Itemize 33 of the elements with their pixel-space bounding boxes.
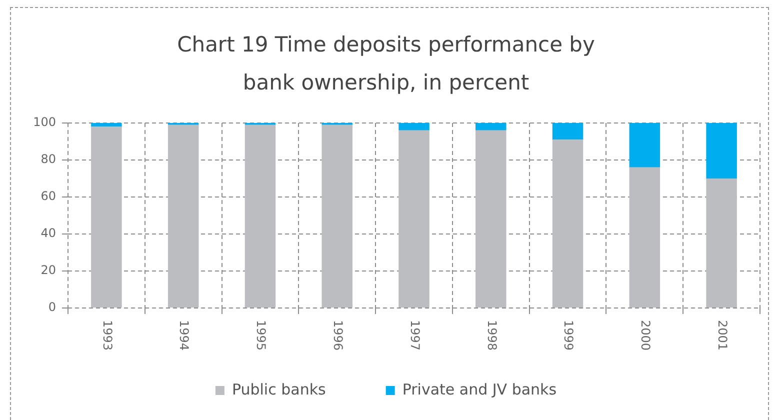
x-tick-label: 1994 [177,320,192,351]
bar [629,167,660,308]
y-tick-label: 100 [33,115,56,130]
bar [244,124,276,308]
y-tick-label: 40 [40,226,56,240]
bar [398,123,430,130]
x-tick-label: 1995 [254,320,268,351]
bar [629,123,660,168]
y-tick-label: 20 [40,263,56,278]
bar [322,124,352,308]
bar [552,123,584,140]
x-tick-label: 1993 [100,320,114,351]
bar [398,130,430,308]
legend-label: Private and JV banks [402,380,557,398]
y-tick-label: 0 [48,300,56,314]
bar [168,124,199,308]
x-tick-label: 1999 [562,320,576,351]
y-tick-label: 80 [40,152,56,166]
bar [91,123,122,127]
bar [91,126,122,308]
x-tick-label: 2000 [638,320,653,351]
x-tick-label: 1996 [330,320,345,351]
x-tick-label: 1998 [484,320,499,351]
x-tick-label: 2001 [715,320,730,351]
x-tick-label: 1997 [408,320,422,351]
bar [476,130,506,308]
bar [706,123,737,179]
bar [476,123,506,130]
bar [552,140,584,308]
legend-label: Public banks [232,380,326,398]
bar [706,178,737,308]
chart-title: Chart 19 Time deposits performance by bank ownership, in percent [177,32,595,94]
y-tick-label: 60 [40,189,56,204]
